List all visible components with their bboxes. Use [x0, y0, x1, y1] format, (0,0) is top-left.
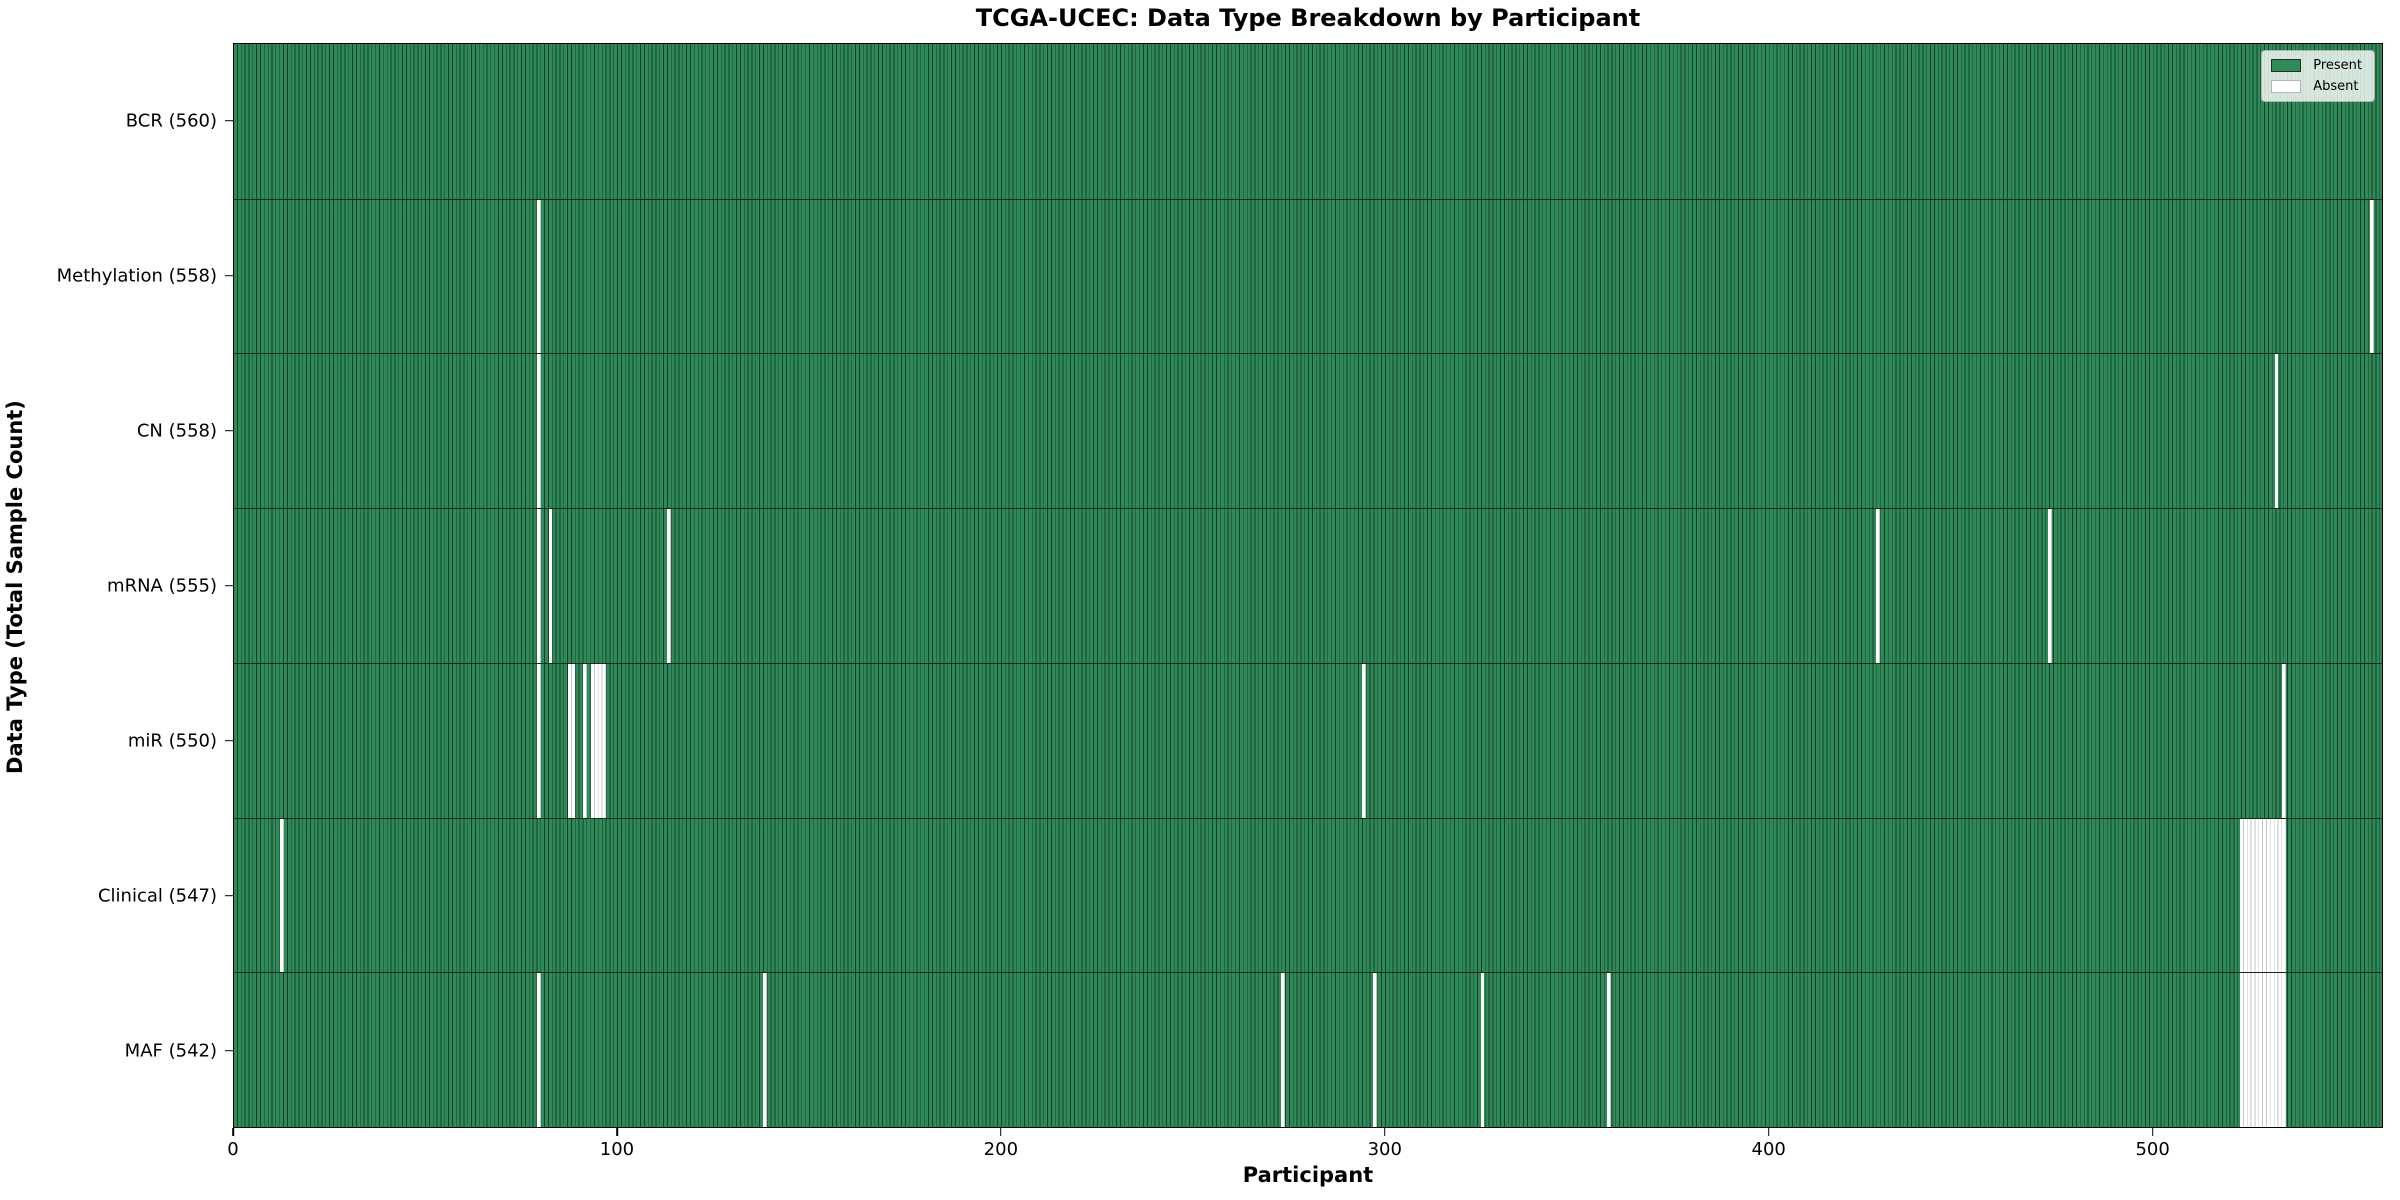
- row-band-mRNA: [234, 508, 2382, 663]
- absent-gap-miR: [567, 663, 576, 818]
- row-band-Clinical: [234, 817, 2382, 973]
- legend-item-present: Present: [2271, 58, 2362, 73]
- absent-swatch-icon: [2271, 80, 2302, 93]
- x-tick-mark: [1000, 1128, 1002, 1136]
- absent-gap-CN: [2274, 354, 2279, 509]
- absent-gap-MAF: [763, 973, 768, 1127]
- x-tick-label-400: 400: [1751, 1139, 1786, 1160]
- legend: Present Absent: [2261, 50, 2375, 102]
- row-band-miR: [234, 662, 2382, 818]
- y-tick-label-BCR: BCR (560): [125, 110, 217, 131]
- legend-item-absent: Absent: [2271, 79, 2362, 94]
- absent-gap-MAF: [1480, 973, 1485, 1127]
- x-tick-label-100: 100: [599, 1139, 635, 1160]
- x-tick-mark: [2151, 1128, 2154, 1136]
- x-tick-label-300: 300: [1367, 1139, 1402, 1160]
- y-tick-label-MAF: MAF (542): [124, 1040, 217, 1061]
- y-tick-mark: [225, 274, 233, 277]
- absent-gap-MAF: [1281, 973, 1285, 1127]
- y-tick-mark: [225, 894, 233, 897]
- chart-title: TCGA-UCEC: Data Type Breakdown by Partic…: [975, 4, 1641, 32]
- absent-gap-Clinical: [2240, 818, 2287, 973]
- y-tick-mark: [225, 429, 233, 432]
- absent-gap-mRNA: [548, 509, 553, 663]
- y-tick-label-Methylation: Methylation (558): [56, 265, 217, 286]
- absent-gap-miR: [2282, 663, 2287, 818]
- row-band-CN: [234, 353, 2382, 509]
- absent-gap-mRNA: [537, 509, 541, 663]
- absent-gap-mRNA: [2048, 509, 2053, 663]
- x-tick-mark: [1767, 1128, 1770, 1136]
- x-tick-label-0: 0: [227, 1139, 239, 1160]
- row-band-MAF: [234, 972, 2382, 1127]
- x-axis-ticks: 0 100 200 300 400 500: [227, 1128, 2383, 1168]
- absent-gap-mRNA: [1875, 509, 1880, 663]
- row-band-Methylation: [234, 198, 2382, 354]
- x-tick-label-500: 500: [2135, 1139, 2170, 1160]
- absent-gap-miR: [590, 663, 607, 818]
- y-tick-label-Clinical: Clinical (547): [97, 885, 217, 906]
- legend-label-absent: Absent: [2313, 79, 2359, 94]
- y-tick-label-CN: CN (558): [136, 420, 217, 441]
- absent-gap-MAF: [2240, 973, 2287, 1127]
- absent-gap-miR: [537, 663, 541, 818]
- y-axis-labels: BCR (560) Methylation (558) CN (558) mRNA (…: [0, 43, 233, 1128]
- absent-gap-mRNA: [667, 509, 672, 663]
- absent-gap-Methylation: [2370, 199, 2375, 354]
- y-tick-mark: [225, 739, 233, 742]
- absent-gap-MAF: [537, 973, 541, 1127]
- y-tick-mark: [225, 119, 233, 122]
- row-band-BCR: [234, 44, 2382, 199]
- absent-gap-Methylation: [537, 199, 541, 354]
- x-axis-title: Participant: [1242, 1163, 1374, 1187]
- absent-gap-MAF: [1373, 973, 1378, 1127]
- absent-gap-miR: [583, 663, 587, 818]
- present-swatch-icon: [2271, 59, 2302, 72]
- absent-gap-CN: [537, 354, 541, 509]
- y-tick-label-miR: miR (550): [127, 730, 217, 751]
- y-tick-mark: [225, 1049, 233, 1052]
- x-tick-mark: [616, 1128, 618, 1136]
- y-tick-label-mRNA: mRNA (555): [107, 575, 217, 596]
- absent-gap-MAF: [1607, 973, 1611, 1127]
- x-tick-mark: [1383, 1128, 1386, 1136]
- absent-gap-Clinical: [280, 818, 284, 973]
- y-tick-mark: [225, 584, 233, 587]
- x-tick-label-200: 200: [983, 1139, 1019, 1160]
- legend-label-present: Present: [2313, 58, 2362, 73]
- absent-gap-miR: [1361, 663, 1366, 818]
- x-tick-mark: [232, 1128, 234, 1136]
- plot-area: Present Absent: [233, 43, 2383, 1128]
